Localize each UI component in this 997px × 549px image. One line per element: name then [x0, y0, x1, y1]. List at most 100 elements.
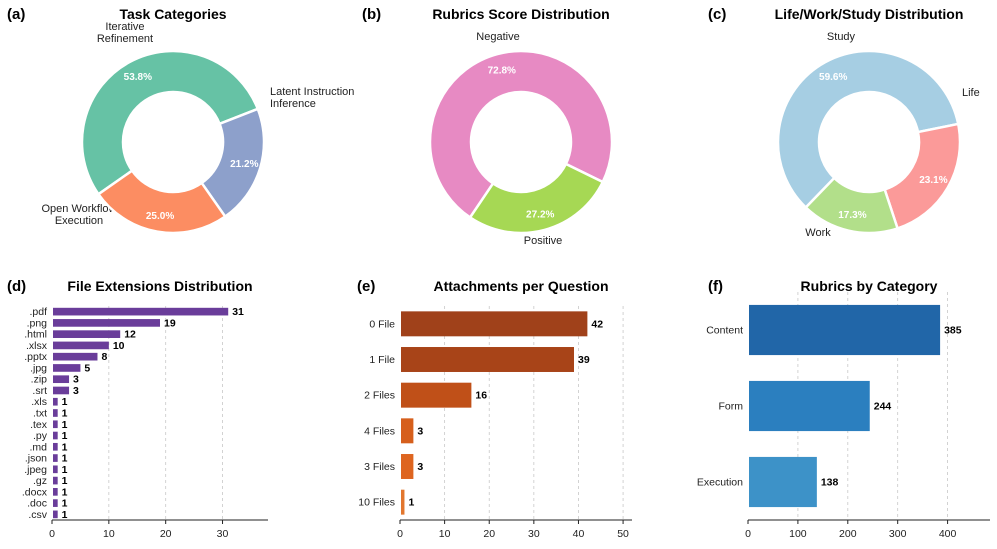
- bar-f-0: [749, 304, 941, 356]
- bar-value-label-d-2: 12: [124, 329, 136, 341]
- y-category-label-d-7: .srt: [32, 385, 47, 397]
- pie-slice-a-2: [96, 168, 227, 235]
- bar-d-17: [53, 499, 58, 507]
- pie-percent-label-c-0: 59.6%: [819, 72, 847, 83]
- panel-letter-d: (d): [7, 278, 26, 295]
- y-category-label-d-17: .doc: [27, 498, 47, 510]
- bar-d-10: [53, 420, 58, 429]
- pie-percent-label-a-0: 53.8%: [124, 72, 152, 83]
- x-tick-label-d: 20: [160, 528, 172, 540]
- chart-title-d: File Extensions Distribution: [67, 278, 252, 294]
- y-category-label-d-5: .jpg: [30, 362, 47, 374]
- bar-d-12: [53, 442, 58, 451]
- x-tick-label-f: 400: [939, 528, 957, 540]
- bar-value-label-d-3: 10: [113, 340, 125, 352]
- bar-value-label-d-18: 1: [62, 509, 68, 521]
- y-category-label-d-4: .pptx: [24, 351, 48, 363]
- y-category-label-d-10: .tex: [30, 419, 48, 431]
- bar-value-label-e-2: 16: [475, 390, 487, 402]
- x-tick-label-f: 0: [745, 528, 751, 540]
- bar-value-label-e-5: 1: [408, 497, 414, 509]
- x-tick-label-f: 300: [889, 528, 907, 540]
- bar-e-2: [401, 382, 472, 408]
- bar-value-label-e-4: 3: [417, 461, 423, 473]
- y-category-label-d-13: .json: [25, 453, 47, 465]
- bar-value-label-d-14: 1: [62, 464, 68, 476]
- bar-value-label-d-7: 3: [73, 385, 79, 397]
- bar-value-label-d-11: 1: [62, 430, 68, 442]
- bar-f-1: [749, 380, 870, 432]
- pie-percent-label-a-1: 21.2%: [230, 159, 258, 170]
- y-category-label-d-9: .txt: [33, 408, 47, 420]
- y-category-label-d-14: .jpeg: [24, 464, 47, 476]
- bar-value-label-e-0: 42: [591, 318, 603, 330]
- donut-chart-c: (c) Life/Work/Study Distribution 59.6% Work…: [708, 6, 980, 239]
- y-category-label-d-3: .xlsx: [26, 340, 48, 352]
- pie-percent-label-c-2: 17.3%: [838, 210, 866, 221]
- panel-letter-f: (f): [708, 278, 723, 295]
- pie-category-label-a-0: Open Workflow Execution: [42, 203, 117, 227]
- bar-e-5: [401, 489, 405, 515]
- bar-d-16: [53, 488, 58, 496]
- bar-d-15: [53, 476, 58, 485]
- panel-letter-e: (e): [357, 278, 375, 295]
- pie-category-label-c-0: Work: [805, 227, 831, 239]
- bar-value-label-d-13: 1: [62, 453, 68, 465]
- y-category-label-e-5: 10 Files: [358, 497, 395, 509]
- pie-category-label-b-0: Positive: [524, 235, 563, 247]
- panel-letter-b: (b): [362, 6, 381, 23]
- pie-category-label-a-2: Latent Instruction Inference: [270, 86, 354, 110]
- x-tick-label-e: 0: [397, 528, 403, 540]
- pie-slice-b-1: [468, 162, 605, 235]
- bar-e-4: [401, 454, 414, 479]
- bar-value-label-f-2: 138: [821, 477, 839, 489]
- bar-e-0: [401, 311, 588, 337]
- panel-letter-c: (c): [708, 6, 726, 23]
- y-category-label-e-0: 0 File: [369, 318, 395, 330]
- bar-d-3: [53, 341, 109, 350]
- y-category-label-d-18: .csv: [28, 509, 47, 521]
- bar-d-8: [53, 397, 58, 406]
- bar-e-3: [401, 418, 414, 444]
- pie-slice-c-0: [776, 49, 960, 210]
- bar-value-label-d-5: 5: [84, 362, 90, 374]
- x-tick-label-e: 30: [528, 528, 540, 540]
- pie-percent-label-c-1: 23.1%: [919, 175, 947, 186]
- pie-slice-a-0: [80, 49, 260, 196]
- bar-d-6: [53, 375, 70, 384]
- pie-slice-b-0: [428, 49, 614, 220]
- chart-title-b: Rubrics Score Distribution: [432, 6, 609, 22]
- x-tick-label-e: 40: [573, 528, 585, 540]
- x-tick-label-d: 10: [103, 528, 115, 540]
- bar-d-4: [53, 352, 98, 361]
- pie-slice-c-2: [804, 176, 900, 235]
- y-category-label-d-6: .zip: [31, 374, 48, 386]
- x-tick-label-e: 50: [617, 528, 629, 540]
- bar-value-label-d-1: 19: [164, 317, 176, 329]
- bar-chart-d: (d) File Extensions Distribution 0 10 20 30 .p…: [7, 278, 268, 540]
- y-category-label-d-2: .html: [24, 329, 47, 341]
- donut-chart-b: (b) Rubrics Score Distribution 72.8% Positi…: [362, 6, 614, 247]
- chart-title-a: Task Categories: [119, 6, 226, 22]
- bar-d-7: [53, 386, 70, 395]
- bar-e-1: [401, 347, 574, 372]
- bar-d-18: [53, 510, 58, 519]
- y-category-label-e-4: 3 Files: [364, 461, 395, 473]
- y-category-label-d-8: .xls: [31, 396, 47, 408]
- chart-title-c: Life/Work/Study Distribution: [775, 6, 964, 22]
- bar-value-label-e-3: 3: [417, 425, 423, 437]
- bar-d-2: [53, 330, 121, 338]
- bar-value-label-d-15: 1: [62, 475, 68, 487]
- y-category-label-d-0: .pdf: [29, 306, 47, 318]
- bar-value-label-f-1: 244: [874, 401, 892, 413]
- x-tick-label-d: 30: [217, 528, 229, 540]
- bar-d-0: [53, 307, 229, 316]
- x-tick-label-e: 20: [483, 528, 495, 540]
- pie-percent-label-b-1: 27.2%: [526, 209, 554, 220]
- y-category-label-e-1: 1 File: [369, 354, 395, 366]
- pie-percent-label-a-2: 25.0%: [146, 211, 174, 222]
- pie-percent-label-b-0: 72.8%: [488, 66, 516, 77]
- y-category-label-f-0: Content: [706, 325, 743, 337]
- bar-d-13: [53, 454, 58, 462]
